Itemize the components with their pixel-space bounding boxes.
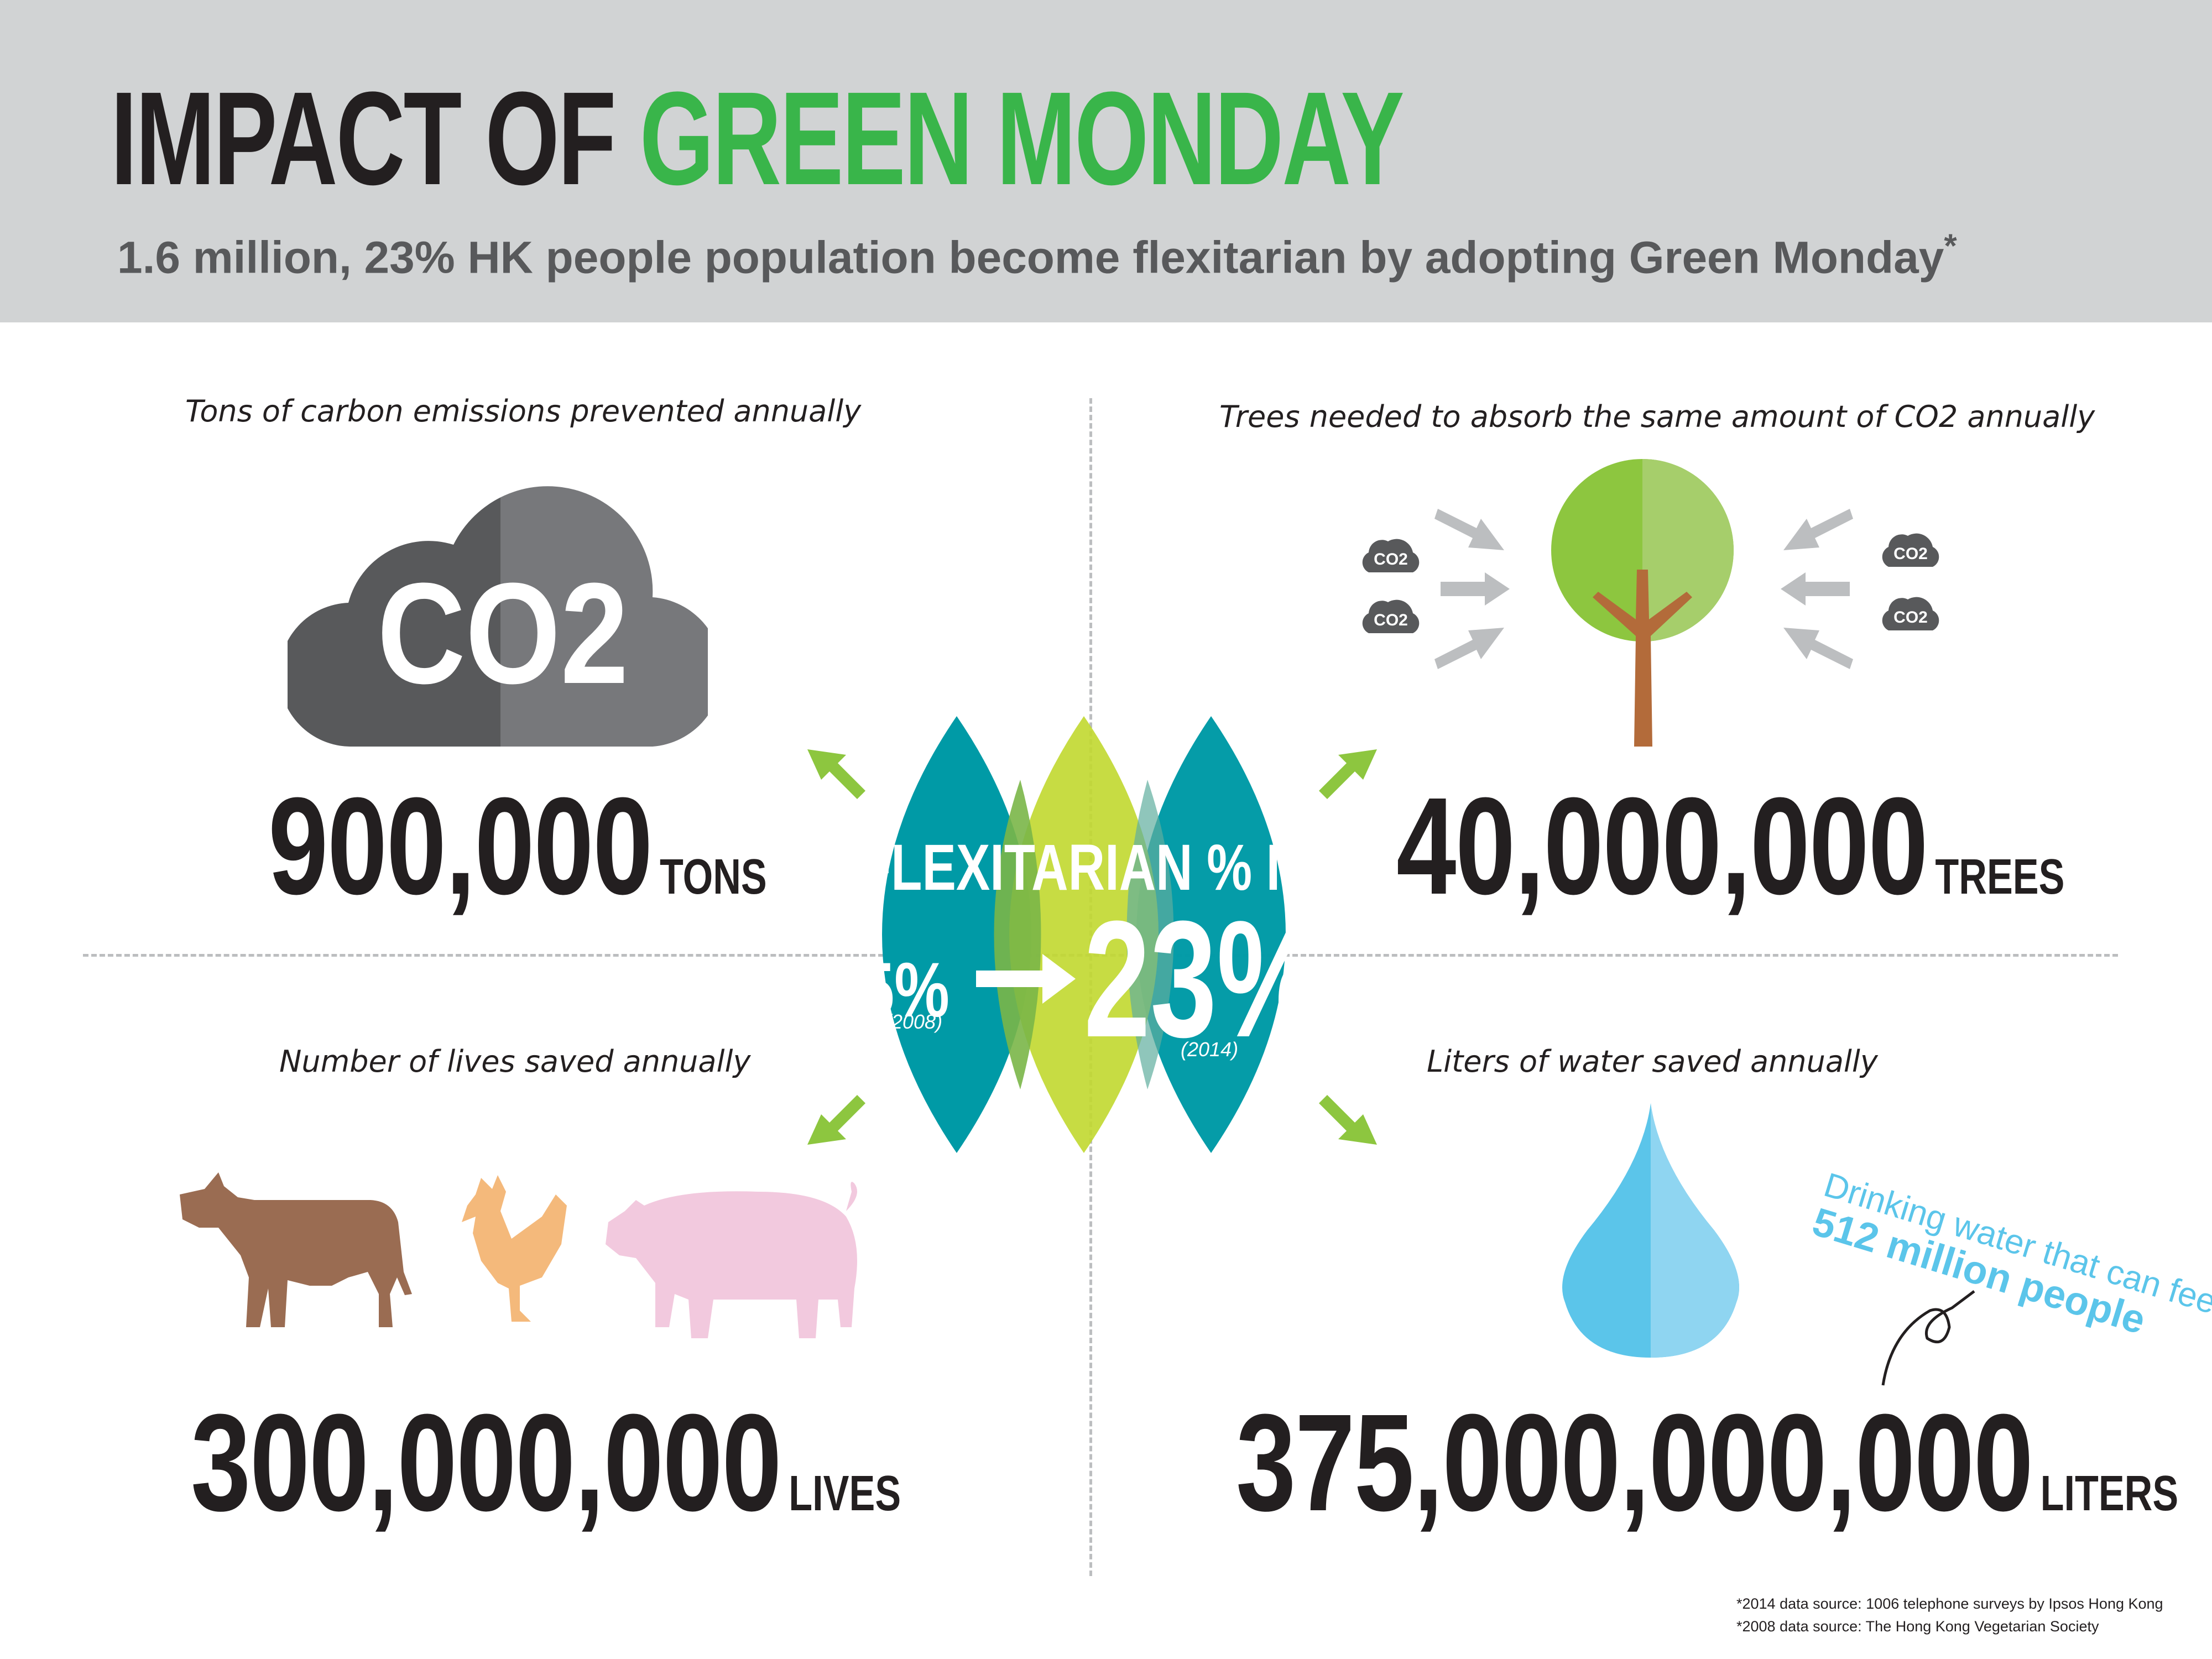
small-co2-cloud-icon: CO2	[1882, 597, 1939, 630]
small-co2-cloud-icon: CO2	[1362, 539, 1420, 572]
carbon-unit: TONS	[659, 849, 767, 905]
water-value: 375,000,000,000	[1236, 1385, 2033, 1540]
cloud-label: CO2	[377, 554, 628, 714]
water-stat: 375,000,000,000 LITERS	[1236, 1394, 2178, 1532]
title-dark-part: IMPACT OF	[111, 64, 640, 212]
arrow-icon	[1441, 572, 1510, 606]
svg-text:CO2: CO2	[1374, 550, 1408, 568]
svg-text:CO2: CO2	[1374, 611, 1408, 629]
water-drop-icon	[1562, 1103, 1739, 1358]
arrow-icon	[976, 954, 1076, 1004]
footnote-2008: *2008 data source: The Hong Kong Vegetar…	[1736, 1618, 2099, 1635]
page-subtitle: 1.6 million, 23% HK people population be…	[117, 227, 1957, 284]
tree-icon	[1551, 459, 1734, 747]
carbon-value: 900,000	[268, 769, 653, 923]
arrow-icon	[1781, 572, 1850, 606]
trees-value: 40,000,000	[1396, 769, 1928, 923]
arrow-icon	[1783, 628, 1853, 669]
header-banner: IMPACT OF GREEN MONDAY 1.6 million, 23% …	[0, 0, 2212, 322]
pointer-line	[1881, 1290, 1975, 1386]
trees-caption: Trees needed to absorb the same amount o…	[1219, 399, 2095, 434]
page-title: IMPACT OF GREEN MONDAY	[111, 72, 1405, 205]
footnotes: *2014 data source: 1006 telephone survey…	[1736, 1593, 2163, 1637]
svg-text:CO2: CO2	[1893, 608, 1928, 627]
carbon-caption: Tons of carbon emissions prevented annua…	[185, 394, 862, 429]
lives-unit: LIVES	[789, 1466, 901, 1521]
lives-stat: 300,000,000 LIVES	[191, 1394, 901, 1532]
subtitle-text: 1.6 million, 23% HK people population be…	[117, 232, 1944, 283]
small-co2-cloud-icon: CO2	[1362, 599, 1420, 633]
flexitarian-from-value: 5%	[860, 946, 950, 1033]
water-unit: LITERS	[2040, 1466, 2179, 1521]
trees-unit: TREES	[1935, 849, 2065, 905]
subtitle-footnote-mark: *	[1944, 227, 1957, 264]
footnote-2014: *2014 data source: 1006 telephone survey…	[1736, 1595, 2163, 1612]
arrow-icon	[1783, 509, 1853, 550]
arrow-icon	[1434, 628, 1504, 669]
flexitarian-title: FLEXITARIAN % IN HK	[860, 831, 1405, 904]
small-co2-cloud-icon: CO2	[1882, 533, 1939, 567]
co2-cloud-icon: CO2	[288, 486, 708, 747]
svg-text:CO2: CO2	[1893, 545, 1928, 563]
water-caption: Liters of water saved annually	[1427, 1044, 1878, 1079]
lives-value: 300,000,000	[191, 1385, 782, 1540]
drinking-water-note: Drinking water that can feed 512 million…	[1807, 1166, 2212, 1366]
flexitarian-leaves	[882, 716, 1286, 1153]
lives-caption: Number of lives saved annually	[279, 1044, 751, 1079]
arrow-icon	[1319, 749, 1377, 799]
title-green-part: GREEN MONDAY	[639, 64, 1405, 212]
carbon-stat: 900,000 TONS	[268, 777, 767, 915]
flexitarian-to-value: 23%	[1084, 886, 1323, 1072]
arrow-icon	[807, 1095, 865, 1145]
cow-icon	[180, 1172, 412, 1327]
chicken-icon	[462, 1175, 567, 1322]
flexitarian-to-year: (2014)	[1181, 1038, 1239, 1061]
arrow-icon	[1434, 509, 1504, 550]
flexitarian-from-year: (2008)	[885, 1010, 943, 1033]
trees-stat: 40,000,000 TREES	[1396, 777, 2064, 915]
arrow-icon	[1319, 1095, 1377, 1145]
arrow-icon	[807, 749, 865, 799]
pig-icon	[606, 1182, 857, 1338]
